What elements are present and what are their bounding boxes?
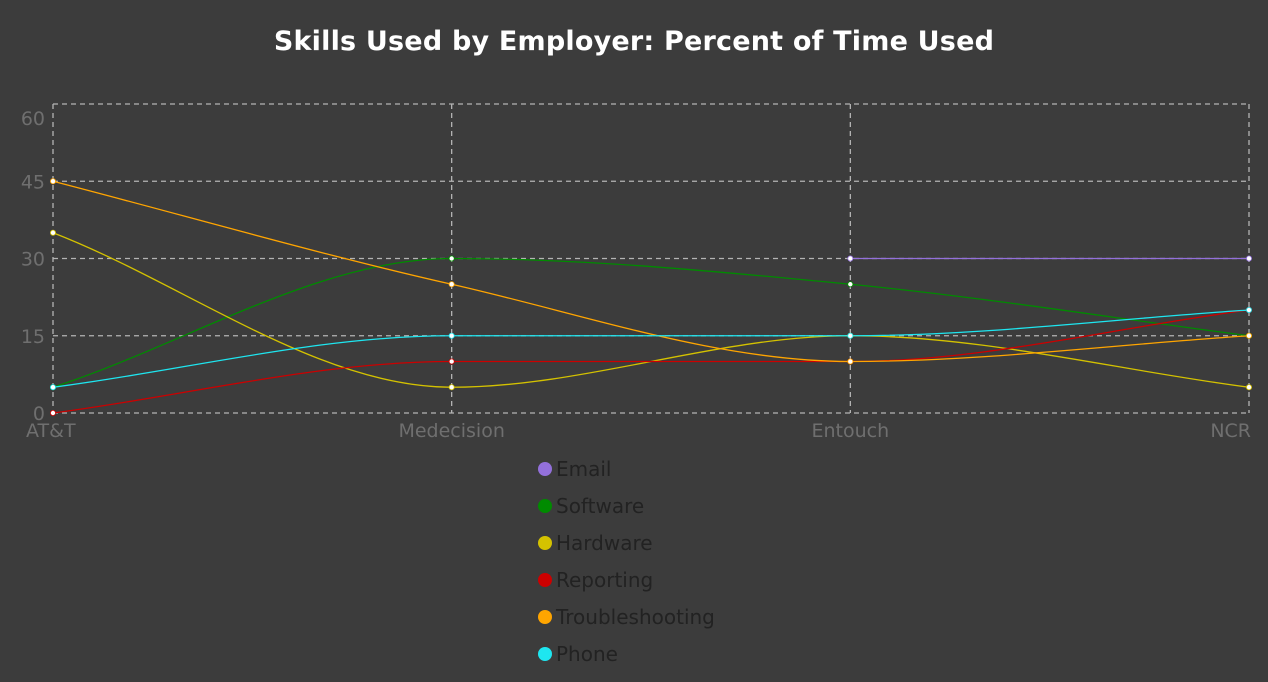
- data-point-software: [847, 281, 854, 288]
- series-line-phone: [52, 309, 1250, 388]
- legend-label: Email: [556, 456, 612, 481]
- legend-item-hardware[interactable]: Hardware: [538, 524, 715, 561]
- data-point-phone: [1246, 306, 1253, 313]
- data-point-reporting: [50, 409, 57, 416]
- legend-item-email[interactable]: Email: [538, 450, 715, 487]
- data-point-email: [1246, 255, 1253, 262]
- legend-label: Phone: [556, 641, 618, 666]
- legend-item-troubleshooting[interactable]: Troubleshooting: [538, 598, 715, 635]
- data-point-email: [847, 255, 854, 262]
- series-layer: [52, 180, 1250, 414]
- series-line-reporting: [52, 309, 1250, 414]
- series-line-troubleshooting: [52, 180, 1250, 363]
- legend-swatch: [538, 609, 552, 624]
- series-line-hardware: [52, 232, 1250, 388]
- x-tick-label: AT&T: [26, 420, 76, 442]
- grid: [52, 103, 1250, 414]
- points-layer: [50, 178, 1253, 416]
- data-point-software: [448, 255, 455, 262]
- y-tick-label: 15: [21, 326, 45, 348]
- legend-swatch: [538, 535, 552, 550]
- data-point-hardware: [1246, 384, 1253, 391]
- data-point-reporting: [448, 358, 455, 365]
- y-tick-label: 45: [21, 171, 45, 193]
- data-point-phone: [50, 384, 57, 391]
- series-line-software: [52, 257, 1250, 388]
- x-tick-label: Entouch: [812, 420, 890, 442]
- legend: Email Software Hardware Reporting Troublesho…: [538, 450, 715, 672]
- data-point-phone: [448, 332, 455, 339]
- data-point-troubleshooting: [50, 178, 57, 185]
- data-point-troubleshooting: [1246, 332, 1253, 339]
- legend-label: Reporting: [556, 567, 654, 592]
- y-tick-label: 0: [33, 403, 45, 425]
- legend-swatch: [538, 498, 552, 513]
- legend-label: Software: [556, 493, 645, 518]
- legend-item-reporting[interactable]: Reporting: [538, 561, 715, 598]
- axis-labels: 0 15 30 45 60 AT&T Medecision Entouch NCR: [21, 108, 1251, 442]
- x-tick-label: Medecision: [398, 420, 504, 442]
- y-tick-label: 30: [21, 249, 45, 271]
- chart-title: Skills Used by Employer: Percent of Time…: [273, 26, 995, 57]
- legend-item-phone[interactable]: Phone: [538, 635, 715, 672]
- data-point-troubleshooting: [847, 358, 854, 365]
- legend-swatch: [538, 461, 552, 476]
- data-point-hardware: [50, 229, 57, 236]
- x-tick-label: NCR: [1210, 420, 1251, 442]
- data-point-troubleshooting: [448, 281, 455, 288]
- legend-label: Hardware: [556, 530, 653, 555]
- data-point-phone: [847, 332, 854, 339]
- legend-item-software[interactable]: Software: [538, 487, 715, 524]
- legend-swatch: [538, 572, 552, 587]
- legend-swatch: [538, 646, 552, 661]
- legend-label: Troubleshooting: [556, 604, 715, 629]
- data-point-hardware: [448, 384, 455, 391]
- y-tick-label: 60: [21, 108, 45, 130]
